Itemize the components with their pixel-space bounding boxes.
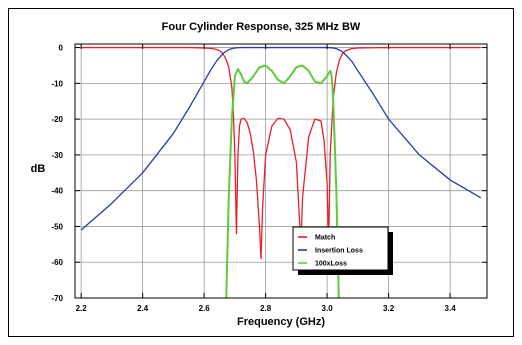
x-tick-label: 3.0: [322, 304, 334, 313]
legend: Match Insertion Loss 100xLoss: [292, 226, 393, 275]
ticks: [75, 44, 487, 299]
y-tick-label: -70: [51, 294, 63, 303]
series-line-100xloss: [225, 64, 340, 298]
x-axis-label: Frequency (GHz): [237, 316, 325, 328]
grid: [75, 44, 487, 298]
chart-title: Four Cylinder Response, 325 MHz BW: [162, 21, 361, 33]
y-tick-label: -10: [51, 79, 63, 88]
y-tick-labels: 0 -10 -20 -30 -40 -50 -60 -70: [51, 44, 63, 303]
series-layer: [80, 46, 482, 298]
x-tick-label: 2.2: [76, 304, 88, 313]
legend-label: Match: [315, 235, 335, 242]
plot-area-border: [74, 43, 488, 299]
legend-label: 100xLoss: [315, 261, 347, 268]
x-tick-labels: 2.2 2.4 2.6 2.8 3.0 3.2 3.4: [76, 304, 457, 313]
y-axis-label: dB: [31, 163, 46, 175]
y-tick-label: -20: [51, 115, 63, 124]
y-tick-label: -60: [51, 258, 63, 267]
series-line-insertion-loss: [80, 46, 482, 231]
x-tick-label: 3.2: [383, 304, 395, 313]
y-tick-label: -50: [51, 222, 63, 231]
legend-box: [292, 226, 389, 271]
legend-label: Insertion Loss: [315, 248, 363, 255]
chart-frame: [8, 8, 514, 337]
series-line-match: [81, 46, 481, 260]
y-tick-label: 0: [59, 44, 64, 53]
x-tick-label: 2.4: [137, 304, 149, 313]
x-tick-label: 3.4: [445, 304, 457, 313]
x-tick-label: 2.6: [199, 304, 211, 313]
y-tick-label: -40: [51, 187, 63, 196]
x-tick-label: 2.8: [260, 304, 272, 313]
y-tick-label: -30: [51, 151, 63, 160]
